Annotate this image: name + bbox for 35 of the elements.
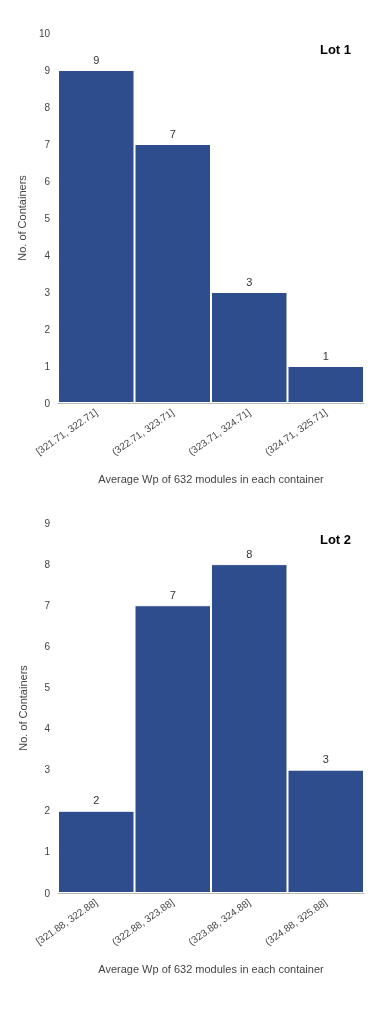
y-tick-label: 8 xyxy=(44,101,51,113)
y-tick-label: 6 xyxy=(44,175,51,187)
y-tick-label: 2 xyxy=(44,805,51,817)
y-tick-label: 9 xyxy=(44,517,51,529)
y-tick-label: 4 xyxy=(44,723,51,735)
data-label: 7 xyxy=(169,127,176,140)
y-tick-label: 5 xyxy=(44,212,51,224)
y-tick-label: 5 xyxy=(44,681,51,693)
y-axis-title: No. of Containers xyxy=(16,664,29,751)
data-label: 8 xyxy=(246,547,253,560)
data-label: 3 xyxy=(246,275,253,288)
y-tick-label: 6 xyxy=(44,640,51,652)
data-label: 2 xyxy=(93,794,100,807)
y-tick-label: 3 xyxy=(44,286,51,298)
y-tick-label: 0 xyxy=(44,397,51,409)
data-label: 3 xyxy=(322,753,329,766)
y-tick-label: 9 xyxy=(44,64,51,76)
text: Lot 2 xyxy=(319,532,352,547)
y-tick-label: 0 xyxy=(44,887,51,899)
x-axis-title: Average Wp of 632 modules in each container xyxy=(98,962,325,975)
y-tick-label: 2 xyxy=(44,323,51,335)
data-label: 9 xyxy=(93,53,100,66)
y-tick-label: 1 xyxy=(44,360,51,372)
y-tick-label: 7 xyxy=(44,138,51,150)
y-tick-label: 1 xyxy=(44,846,51,858)
x-axis-title: Average Wp of 632 modules in each container xyxy=(98,472,325,485)
text: Lot 1 xyxy=(319,42,352,57)
y-axis-title: No. of Containers xyxy=(16,174,29,261)
y-tick-label: 4 xyxy=(44,249,51,261)
data-label: 1 xyxy=(322,349,329,362)
y-tick-label: 10 xyxy=(38,27,51,39)
y-tick-label: 3 xyxy=(44,764,51,776)
data-label: 7 xyxy=(169,588,176,601)
y-tick-label: 8 xyxy=(44,558,51,570)
y-tick-label: 7 xyxy=(44,599,51,611)
